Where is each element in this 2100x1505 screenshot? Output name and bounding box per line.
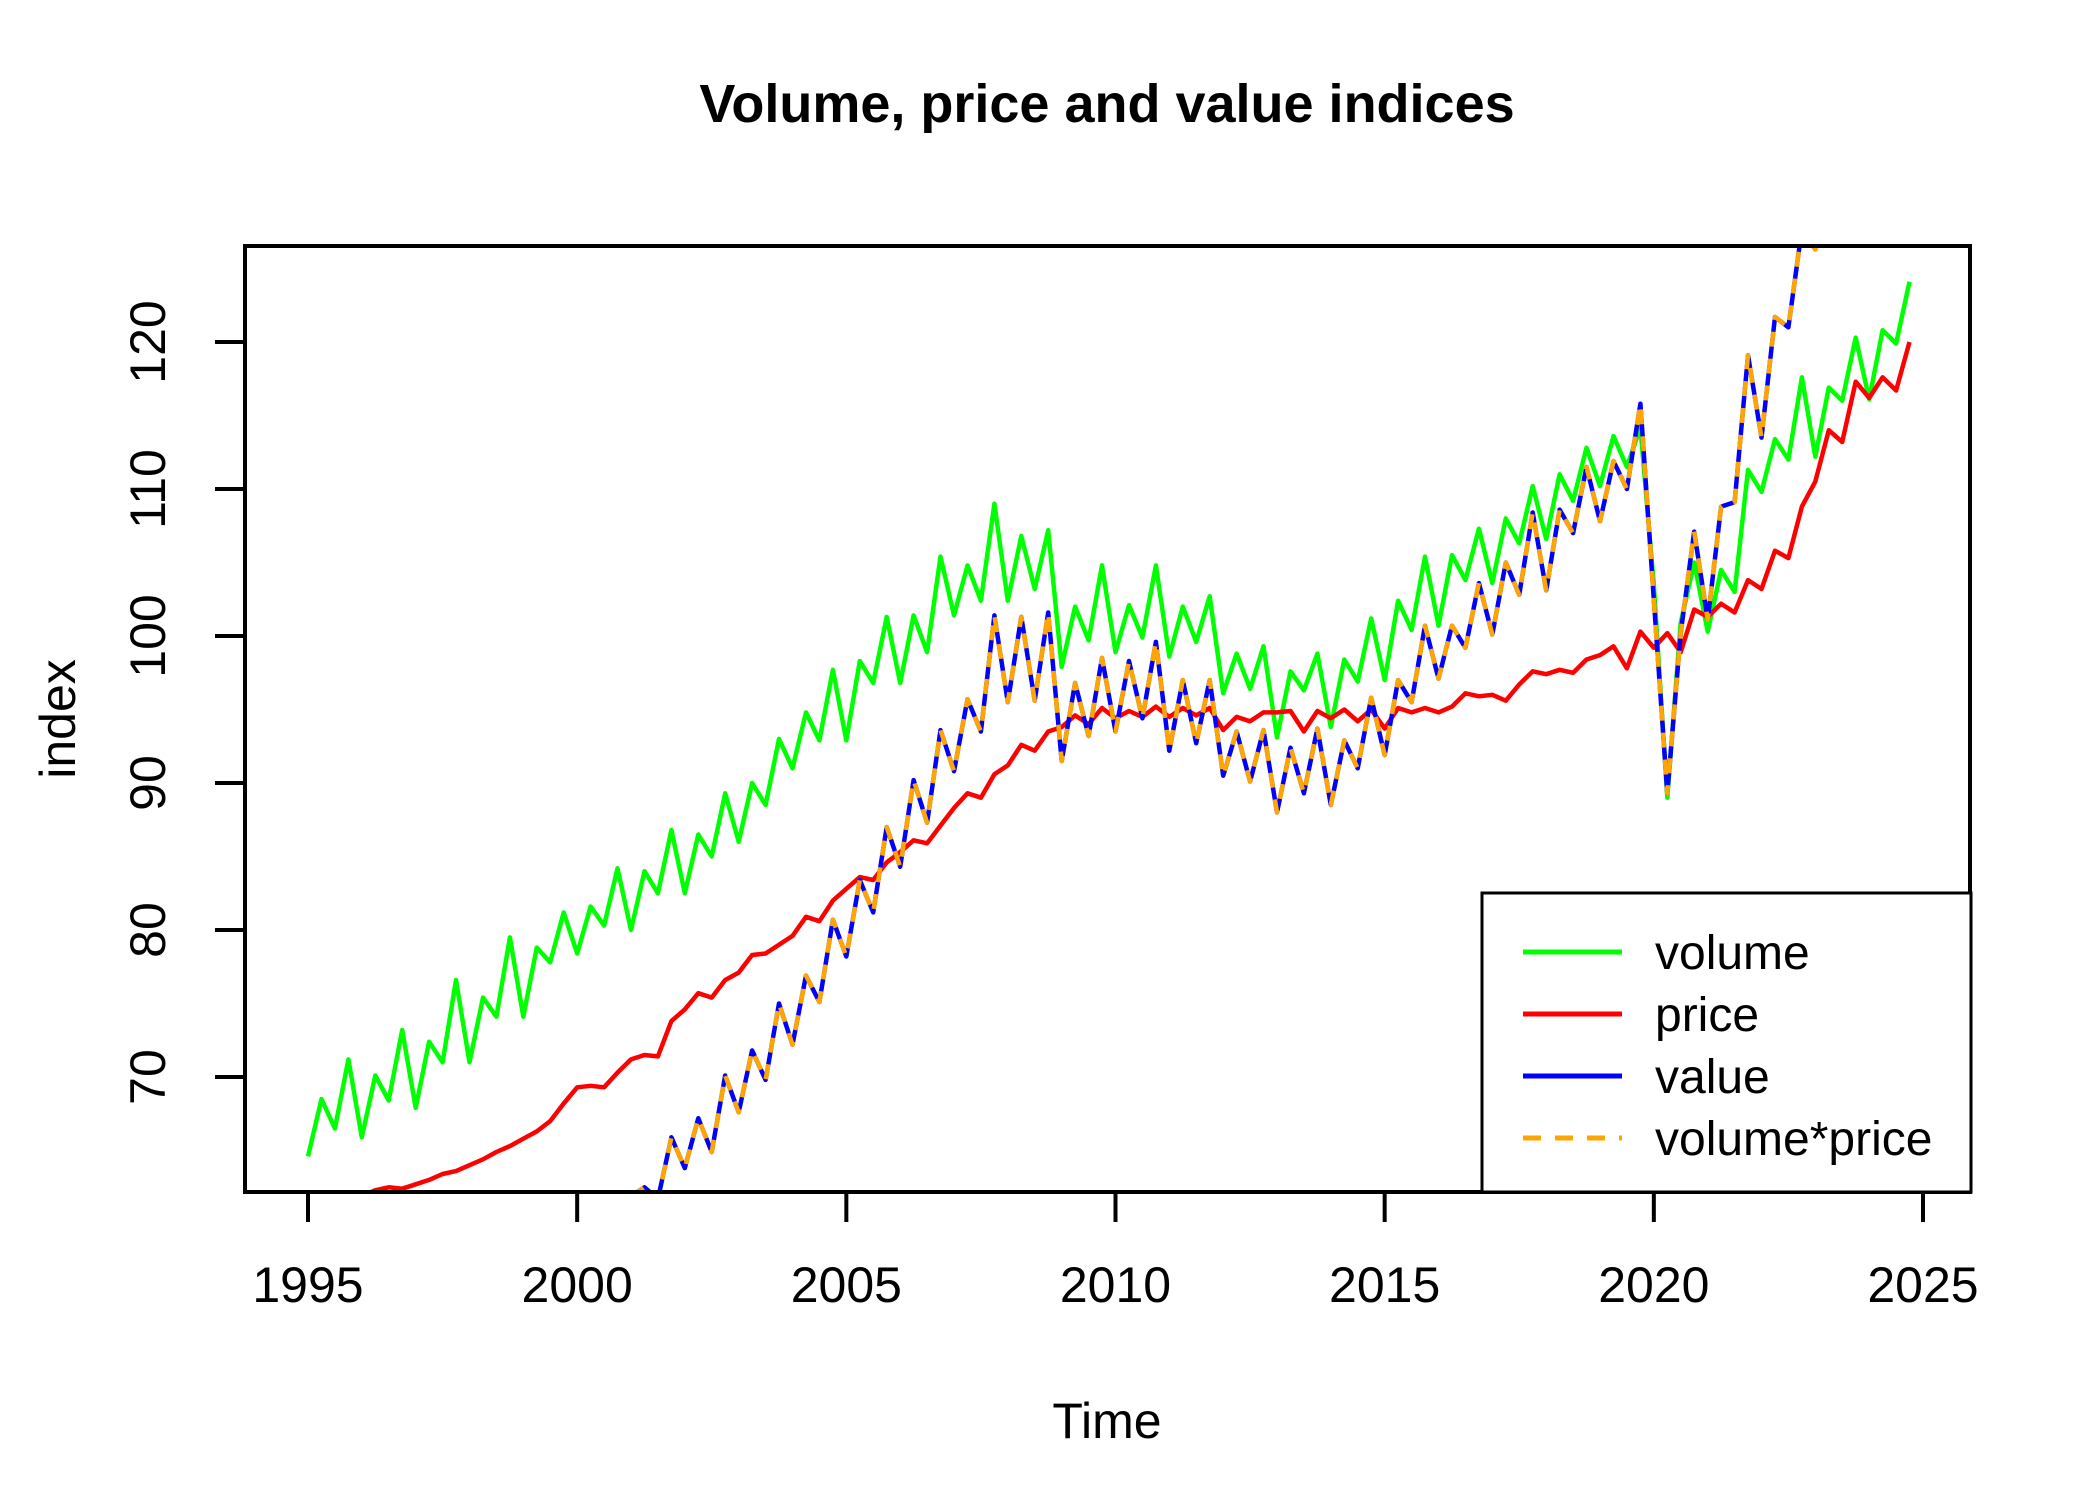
x-tick-label: 2000 xyxy=(522,1257,633,1313)
x-tick-label: 2020 xyxy=(1598,1257,1709,1313)
legend-box xyxy=(1480,891,1973,1194)
y-tick-label: 90 xyxy=(120,755,176,811)
legend-label-volume-price: volume*price xyxy=(1655,1113,1932,1166)
x-tick-label: 2015 xyxy=(1329,1257,1440,1313)
x-tick-label: 1995 xyxy=(252,1257,363,1313)
y-tick-label: 120 xyxy=(120,300,176,383)
x-tick-label: 2025 xyxy=(1867,1257,1978,1313)
x-tick-label: 2010 xyxy=(1060,1257,1171,1313)
y-tick-label: 80 xyxy=(120,902,176,958)
y-tick-label: 70 xyxy=(120,1049,176,1105)
y-axis-title: index xyxy=(30,659,86,779)
y-tick-label: 110 xyxy=(120,449,176,529)
plot-border xyxy=(243,244,1972,1194)
x-tick-label: 2005 xyxy=(791,1257,902,1313)
volume-price-line xyxy=(633,246,1819,1192)
price-line xyxy=(365,341,1912,1192)
legend-label-volume: volume xyxy=(1655,927,1810,980)
legend-label-price: price xyxy=(1655,989,1759,1042)
legend-label-value: value xyxy=(1655,1051,1770,1104)
x-axis-title: Time xyxy=(1052,1393,1161,1449)
chart-title: Volume, price and value indices xyxy=(699,74,1514,134)
axes-ticks: 1995 2000 2005 2010 2015 2020 2025 70 80 90 100 110… xyxy=(120,300,1979,1313)
legend: volume price value volume*price xyxy=(1480,891,1973,1194)
y-tick-label: 100 xyxy=(120,594,176,677)
data-series xyxy=(305,246,1912,1192)
